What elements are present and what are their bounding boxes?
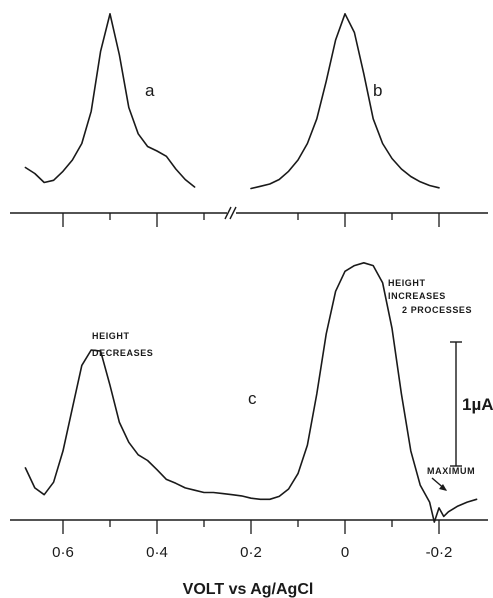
annotation-height-decreases-line1: HEIGHT [92,331,130,341]
panel-label-a: a [145,81,155,100]
panel-label-b: b [373,81,382,100]
axis-break-mark-1 [224,206,232,220]
annotation-height-increases-line2: INCREASES [388,291,446,301]
bottom-axis: 0·6 0·4 0·2 0 -0·2 [10,519,488,561]
annotation-maximum: MAXIMUM [427,466,475,476]
trace-c [24,262,478,523]
bottom-axis-ticks [62,520,440,534]
bottom-axis-tick-labels: 0·6 0·4 0·2 0 -0·2 [52,544,452,561]
trace-a [24,13,196,188]
x-tick-label: -0·2 [426,544,453,561]
trace-b [250,13,440,190]
axis-break-mark-2 [229,206,237,220]
scale-bar: 1µA [450,341,493,467]
scale-bar-label: 1µA [462,395,493,414]
annotation-height-decreases-line2: DECREASES [92,348,153,358]
annotation-height-increases-line3: 2 PROCESSES [402,305,472,315]
x-axis-title: VOLT vs Ag/AgCl [183,581,314,598]
x-tick-label: 0 [341,544,349,561]
panel-label-c: c [248,389,257,408]
x-tick-label: 0·2 [240,544,262,561]
top-axis-ticks [62,213,440,227]
x-tick-label: 0·4 [146,544,168,561]
top-axis [10,206,488,227]
annotation-height-increases-line1: HEIGHT [388,278,426,288]
x-tick-label: 0·6 [52,544,74,561]
maximum-arrow-head [439,484,447,491]
